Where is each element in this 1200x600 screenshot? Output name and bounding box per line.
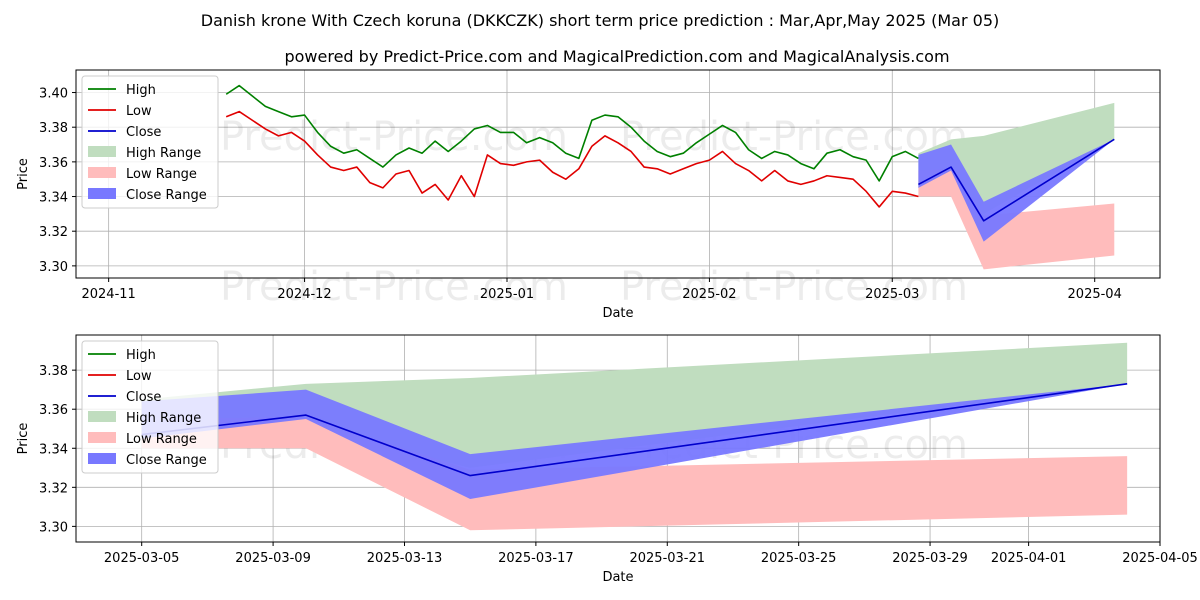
- chart-title: Danish krone With Czech koruna (DKKCZK) …: [201, 11, 1000, 30]
- x-tick-label: 2025-03-05: [104, 551, 180, 566]
- top-chart-panel: Predict-Price.com Predict-Price.com Predic…: [16, 69, 1161, 321]
- y-tick-label: 3.40: [39, 87, 68, 102]
- legend-label: Close Range: [126, 453, 207, 468]
- legend-swatch-patch: [88, 188, 116, 199]
- legend-label: Close: [126, 125, 161, 140]
- legend-swatch-patch: [88, 432, 116, 443]
- plot-area: [225, 84, 1115, 270]
- legend-label: Low: [126, 104, 152, 119]
- watermark-text: Predict-Price.com: [620, 114, 968, 160]
- legend-label: Close: [126, 390, 161, 405]
- x-axis-label: Date: [602, 570, 633, 585]
- x-tick-label: 2025-04-05: [1122, 551, 1198, 566]
- x-tick-label: 2025-04: [1068, 287, 1122, 302]
- watermark-text: Predict-Price.com: [220, 264, 568, 310]
- x-tick-label: 2025-03-29: [892, 551, 968, 566]
- x-tick-label: 2025-03-13: [367, 551, 443, 566]
- legend-swatch-patch: [88, 453, 116, 464]
- axes-frame: [75, 69, 1161, 279]
- axes-frame: [75, 334, 1161, 543]
- x-axis-label: Date: [602, 306, 633, 321]
- legend-label: High: [126, 83, 156, 98]
- y-tick-label: 3.34: [39, 191, 68, 206]
- legend-swatch-patch: [88, 146, 116, 157]
- x-tick-label: 2024-12: [277, 287, 331, 302]
- y-tick-label: 3.32: [39, 225, 68, 240]
- close-range-band: [918, 139, 1115, 242]
- y-tick-label: 3.36: [39, 403, 68, 418]
- legend-swatch-patch: [88, 411, 116, 422]
- watermark-text: Predict-Price.com: [220, 114, 568, 160]
- close-range-band: [141, 383, 1128, 500]
- chart-subtitle: powered by Predict-Price.com and Magical…: [284, 47, 949, 66]
- x-tick-label: 2025-02: [682, 287, 736, 302]
- x-tick-label: 2025-03-09: [235, 551, 311, 566]
- y-axis-label: Price: [16, 158, 31, 190]
- legend-label: Close Range: [126, 188, 207, 203]
- legend-swatch-patch: [88, 167, 116, 178]
- legend-label: Low Range: [126, 432, 197, 447]
- legend-label: High Range: [126, 146, 201, 161]
- legend-label: Low: [126, 369, 152, 384]
- x-tick-label: 2025-03-17: [498, 551, 574, 566]
- x-tick-label: 2025-03-25: [761, 551, 837, 566]
- x-tick-label: 2025-01: [480, 287, 534, 302]
- legend-label: High: [126, 348, 156, 363]
- y-tick-label: 3.30: [39, 260, 68, 275]
- y-axis-label: Price: [16, 423, 31, 455]
- x-tick-label: 2025-03-21: [629, 551, 705, 566]
- close-series-line: [141, 383, 1128, 477]
- high-series-line: [225, 84, 919, 182]
- plot-area: [141, 342, 1128, 531]
- y-tick-label: 3.32: [39, 481, 68, 496]
- close-series-line: [918, 138, 1115, 222]
- y-tick-label: 3.34: [39, 442, 68, 457]
- y-tick-label: 3.36: [39, 156, 68, 171]
- watermark-text: Predict-Price.com: [620, 264, 968, 310]
- legend-label: High Range: [126, 411, 201, 426]
- bottom-chart-panel: Predict-Price.comPredict-Price.com2025-0…: [16, 334, 1198, 585]
- y-tick-label: 3.38: [39, 364, 68, 379]
- y-tick-label: 3.30: [39, 520, 68, 535]
- low-series-line: [225, 110, 919, 208]
- x-tick-label: 2025-04-01: [991, 551, 1067, 566]
- y-tick-label: 3.38: [39, 121, 68, 136]
- legend-label: Low Range: [126, 167, 197, 182]
- x-tick-label: 2024-11: [81, 287, 135, 302]
- x-tick-label: 2025-03: [865, 287, 919, 302]
